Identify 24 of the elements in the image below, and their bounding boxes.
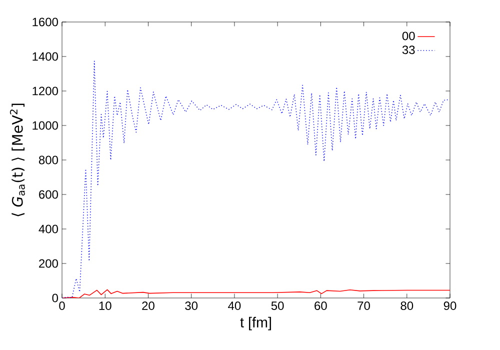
y-axis-title: ⟨ G$_{aa}$(t) ⟩ [MeV$^{2}$] xyxy=(10,104,25,216)
line-series xyxy=(62,60,450,298)
y-tick-label: 400 xyxy=(38,224,58,234)
y-tick-label: 1400 xyxy=(32,52,58,61)
x-tick-label: 20 xyxy=(142,302,154,310)
x-tick-label: 0 xyxy=(59,302,65,310)
x-tick-label: 60 xyxy=(314,302,327,310)
x-tick-label: 40 xyxy=(228,302,241,310)
x-tick-label: 70 xyxy=(358,302,370,310)
y-tick-label: 1000 xyxy=(32,121,58,130)
x-tick-label: 90 xyxy=(444,302,456,310)
y-tick-label: 200 xyxy=(39,259,58,268)
y-tick-label: 600 xyxy=(39,190,58,199)
y-tick-label: 0 xyxy=(52,294,58,302)
y-tick-label: 800 xyxy=(38,156,58,164)
legend-label: 00 xyxy=(402,32,415,40)
legend-label: 33 xyxy=(402,46,415,54)
x-tick-label: 30 xyxy=(185,302,198,310)
x-tick-label: 80 xyxy=(400,302,414,310)
x-tick-label: 50 xyxy=(271,302,284,310)
y-tick-label: 1200 xyxy=(32,86,58,96)
y-tick-label: 1600 xyxy=(32,18,58,26)
x-tick-label: 10 xyxy=(99,302,112,310)
x-axis-title: t [fm] xyxy=(240,316,271,330)
